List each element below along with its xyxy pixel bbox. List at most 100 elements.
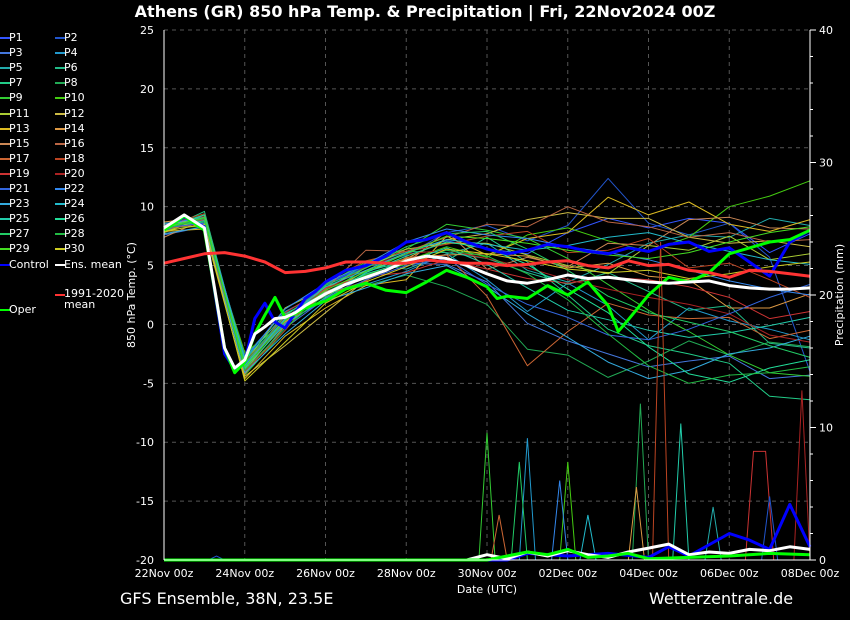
chart-title: Athens (GR) 850 hPa Temp. & Precipitatio…	[134, 2, 716, 21]
legend-swatch	[55, 52, 65, 55]
axes	[163, 29, 816, 561]
legend-label: P7	[9, 76, 23, 90]
y-tick-label: 5	[147, 260, 154, 273]
legend-label: P25	[9, 212, 30, 226]
legend-swatch	[0, 218, 10, 221]
grid	[163, 29, 811, 561]
legend-swatch	[55, 127, 65, 130]
x-tick-label: 08Dec 00z	[781, 567, 840, 580]
precip-line-p25	[164, 423, 690, 561]
legend: P1 P2 P3 P4 P5 P6 P7 P8 P9 P10 P11 P12 P13 P14 P15 P16 P…	[0, 31, 140, 321]
legend-label: P22	[64, 182, 85, 195]
precip-line-p9	[164, 432, 496, 561]
y-tick-label: -20	[136, 554, 154, 567]
x-tick-label: 06Dec 00z	[700, 567, 759, 580]
legend-label: Oper	[9, 302, 36, 316]
y2-tick-label: 0	[819, 554, 826, 567]
y-tick-label: 15	[140, 142, 154, 155]
legend-label: P12	[64, 106, 85, 120]
y-tick-label: -5	[143, 377, 154, 390]
legend-label: Control	[9, 257, 49, 271]
legend-swatch	[0, 233, 10, 236]
x-tick-label: 04Dec 00z	[619, 567, 678, 580]
legend-label: P10	[64, 91, 85, 105]
legend-swatch	[0, 127, 10, 130]
member-line-p21	[163, 222, 811, 365]
precip-line-p27	[164, 461, 528, 561]
legend-swatch	[55, 172, 65, 175]
legend-label: P6	[64, 61, 78, 75]
legend-label: P11	[9, 106, 30, 120]
legend-swatch	[55, 142, 65, 145]
legend-label: P30	[64, 242, 85, 256]
series-line-ens-mean	[163, 213, 811, 370]
legend-label: P23	[9, 197, 30, 211]
legend-swatch	[0, 142, 10, 145]
legend-swatch	[0, 97, 10, 100]
legend-swatch	[0, 308, 10, 311]
legend-label: P14	[64, 121, 85, 135]
member-line-p12	[163, 212, 811, 377]
legend-label: P18	[64, 151, 85, 165]
precip-line-p19	[164, 450, 775, 561]
y2-tick-label: 10	[819, 422, 833, 435]
legend-swatch	[55, 218, 65, 221]
footer-site: Wetterzentrale.de	[649, 589, 794, 608]
legend-swatch	[0, 188, 10, 190]
legend-label: P4	[64, 46, 78, 60]
legend-swatch	[0, 157, 10, 160]
legend-label: P21	[9, 182, 30, 195]
legend-label: P29	[9, 242, 30, 256]
legend-label: P20	[64, 166, 85, 180]
legend-label: P2	[64, 31, 78, 44]
y-axis-label: 850 hPa Temp. (°C)	[125, 242, 138, 348]
legend-swatch	[0, 52, 10, 55]
y-tick-label: 25	[140, 24, 154, 37]
x-tick-label: 02Dec 00z	[538, 567, 597, 580]
legend-label: P5	[9, 61, 23, 75]
member-line-p18	[163, 213, 811, 373]
precip-line-p10	[164, 461, 577, 561]
y-tick-label: 0	[147, 318, 154, 331]
legend-label: P1	[9, 31, 23, 44]
legend-label: P27	[9, 227, 30, 241]
legend-swatch	[55, 293, 65, 296]
y2-axis-label: Precipitation (mm)	[833, 244, 846, 346]
legend-label: P16	[64, 136, 85, 150]
x-tick-label: 30Nov 00z	[458, 567, 517, 580]
series-line-control	[163, 215, 811, 371]
legend-swatch	[0, 37, 10, 39]
x-tick-label: 26Nov 00z	[296, 567, 355, 580]
legend-swatch	[55, 112, 65, 115]
main-lines	[163, 213, 812, 562]
legend-swatch	[55, 248, 65, 251]
legend-label: P28	[64, 227, 85, 241]
legend-label: P8	[64, 76, 78, 90]
legend-label: P19	[9, 166, 30, 180]
legend-swatch	[55, 67, 65, 70]
legend-label: P9	[9, 91, 23, 105]
precip-line-p22	[164, 480, 569, 561]
y-tick-label: -10	[136, 436, 154, 449]
legend-swatch	[55, 82, 65, 85]
legend-swatch	[0, 67, 10, 70]
legend-label: P24	[64, 197, 85, 211]
y-tick-label: -15	[136, 495, 154, 508]
legend-swatch	[0, 203, 10, 206]
x-tick-label: 28Nov 00z	[377, 567, 436, 580]
legend-swatch	[55, 263, 65, 266]
legend-swatch	[55, 97, 65, 100]
y2-tick-label: 40	[819, 24, 833, 37]
member-line-p13	[163, 196, 811, 380]
legend-swatch	[0, 172, 10, 175]
footer-source: GFS Ensemble, 38N, 23.5E	[120, 589, 334, 608]
member-line-p24	[163, 217, 811, 367]
member-line-p9	[163, 219, 811, 377]
x-tick-label: 24Nov 00z	[215, 567, 274, 580]
precip-line-p5	[164, 506, 722, 561]
legend-swatch	[0, 82, 10, 85]
series-line-1991-2020-mean	[163, 251, 811, 279]
legend-swatch	[55, 233, 65, 236]
